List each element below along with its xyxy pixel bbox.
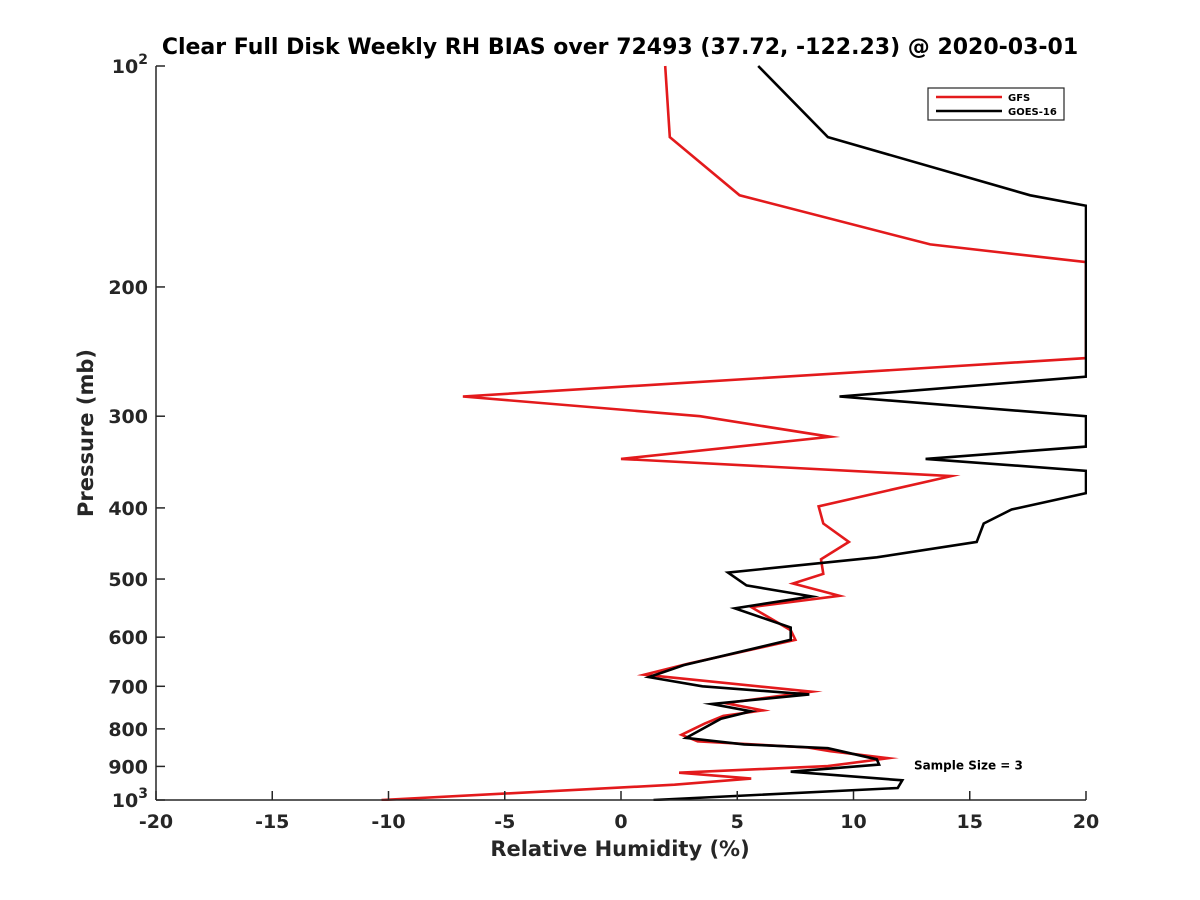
- axes-group: -20 -15 -10 -5 0 5 10 15 20 102 200 300 400 500 600 700…: [108, 52, 1099, 833]
- y-tick-label: 700: [108, 676, 148, 698]
- x-tick-label: -10: [371, 811, 405, 833]
- y-tick-label: 900: [108, 756, 148, 778]
- legend-label: GOES-16: [1008, 107, 1057, 118]
- annotations-group: Sample Size = 3: [914, 759, 1023, 773]
- y-tick-label: 500: [108, 569, 148, 591]
- x-tick-label: -5: [494, 811, 515, 833]
- chart-title: Clear Full Disk Weekly RH BIAS over 7249…: [162, 35, 1078, 60]
- y-tick-label: 200: [108, 277, 148, 299]
- plot-area: [156, 66, 1086, 800]
- legend-label: GFS: [1008, 93, 1030, 104]
- x-tick-label: -20: [139, 811, 173, 833]
- x-tick-label: 15: [957, 811, 983, 833]
- y-axis-label: Pressure (mb): [74, 349, 98, 517]
- x-tick-label: 5: [731, 811, 744, 833]
- plot-background: [156, 66, 1086, 800]
- series-group: [381, 65, 1087, 801]
- x-tick-label: 20: [1073, 811, 1099, 833]
- series-line-gfs: [381, 65, 1087, 801]
- x-tick-label: 0: [614, 811, 627, 833]
- x-tick-label: 10: [840, 811, 866, 833]
- y-tick-label: 600: [108, 627, 148, 649]
- legend-box: [927, 87, 1065, 121]
- x-axis-label: Relative Humidity (%): [490, 837, 749, 861]
- x-tick-label: -15: [255, 811, 289, 833]
- sample-size-annotation: Sample Size = 3: [914, 759, 1023, 773]
- series-line-goes-16: [643, 65, 1087, 801]
- y-tick-label: 300: [108, 406, 148, 428]
- y-tick-label: 800: [108, 719, 148, 741]
- y-tick-label: 102: [112, 52, 148, 78]
- y-tick-label: 103: [112, 786, 148, 812]
- legend: GFS GOES-16: [927, 87, 1065, 121]
- y-tick-label: 400: [108, 498, 148, 520]
